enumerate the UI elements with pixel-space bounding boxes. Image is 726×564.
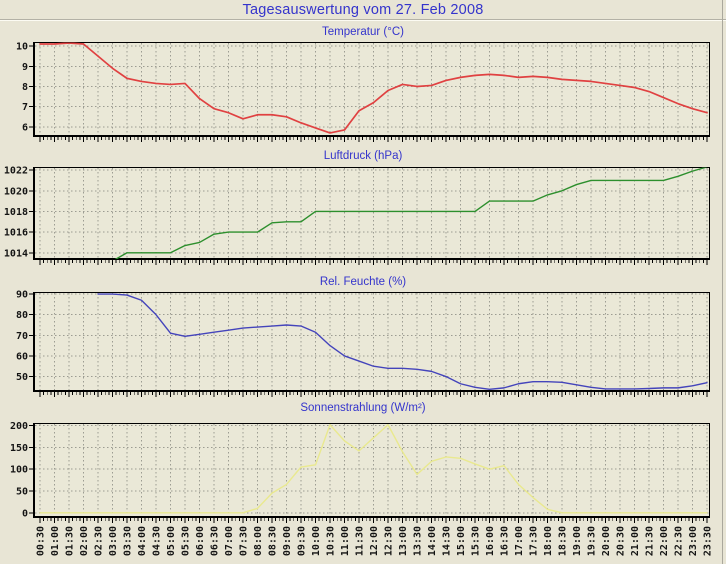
svg-text:23:30: 23:30 — [703, 526, 714, 556]
svg-text:14:00: 14:00 — [427, 526, 438, 556]
svg-text:1020: 1020 — [4, 186, 28, 197]
svg-text:11:30: 11:30 — [355, 526, 366, 556]
svg-text:6: 6 — [22, 122, 28, 133]
solar-chart-title: Sonnenstrahlung (W/m²) — [300, 402, 426, 414]
svg-text:1016: 1016 — [4, 228, 28, 239]
svg-text:70: 70 — [16, 331, 28, 342]
svg-text:100: 100 — [10, 465, 28, 476]
svg-text:0: 0 — [22, 508, 28, 519]
svg-text:20:00: 20:00 — [601, 526, 612, 556]
svg-text:16:30: 16:30 — [500, 526, 511, 556]
svg-text:06:00: 06:00 — [195, 526, 206, 556]
pressure-plot: 1014 1016 1018 1020 1022 — [4, 166, 710, 265]
humidity-chart-title: Rel. Feuchte (%) — [319, 276, 407, 288]
svg-text:03:00: 03:00 — [108, 526, 119, 556]
svg-text:14:30: 14:30 — [442, 526, 453, 556]
svg-text:09:00: 09:00 — [282, 526, 293, 556]
svg-text:22:00: 22:00 — [659, 526, 670, 556]
svg-text:09:30: 09:30 — [297, 526, 308, 556]
svg-text:90: 90 — [16, 290, 28, 301]
svg-text:02:30: 02:30 — [94, 526, 105, 556]
svg-text:11:00: 11:00 — [340, 526, 351, 556]
svg-text:60: 60 — [16, 351, 28, 362]
svg-text:19:00: 19:00 — [572, 526, 583, 556]
svg-text:01:00: 01:00 — [50, 526, 61, 556]
svg-text:08:00: 08:00 — [253, 526, 264, 556]
svg-text:19:30: 19:30 — [587, 526, 598, 556]
svg-text:17:00: 17:00 — [514, 526, 525, 556]
svg-text:22:30: 22:30 — [674, 526, 685, 556]
svg-text:10: 10 — [16, 42, 28, 53]
svg-text:07:00: 07:00 — [224, 526, 235, 556]
right-edge-line — [722, 0, 723, 564]
humidity-plot: 50 60 70 80 90 — [16, 290, 710, 397]
svg-text:1018: 1018 — [4, 207, 28, 218]
svg-text:16:00: 16:00 — [485, 526, 496, 556]
svg-text:02:00: 02:00 — [79, 526, 90, 556]
svg-text:1014: 1014 — [4, 248, 28, 259]
svg-text:06:30: 06:30 — [210, 526, 221, 556]
svg-text:17:30: 17:30 — [529, 526, 540, 556]
temperature-plot: 6 7 8 9 10 — [16, 42, 710, 142]
pressure-chart-title: Luftdruck (hPa) — [323, 150, 403, 162]
svg-text:21:30: 21:30 — [645, 526, 656, 556]
svg-text:10:30: 10:30 — [326, 526, 337, 556]
svg-text:50: 50 — [16, 486, 28, 497]
svg-text:21:00: 21:00 — [630, 526, 641, 556]
svg-text:1022: 1022 — [4, 166, 28, 177]
svg-text:10:00: 10:00 — [311, 526, 322, 556]
svg-text:8: 8 — [22, 82, 28, 93]
page-title: Tagesauswertung vom 27. Feb 2008 — [242, 2, 484, 18]
svg-text:04:30: 04:30 — [152, 526, 163, 556]
svg-text:200: 200 — [10, 421, 28, 432]
x-axis-labels: 00:30 01:00 01:30 02:00 02:30 03:00 03:30 04:00… — [36, 526, 714, 556]
solar-plot: 0 50 100 150 200 — [10, 421, 710, 523]
svg-text:05:00: 05:00 — [166, 526, 177, 556]
svg-text:13:00: 13:00 — [398, 526, 409, 556]
svg-text:00:30: 00:30 — [36, 526, 47, 556]
svg-text:23:00: 23:00 — [688, 526, 699, 556]
svg-text:07:30: 07:30 — [239, 526, 250, 556]
svg-text:15:00: 15:00 — [456, 526, 467, 556]
svg-text:04:00: 04:00 — [137, 526, 148, 556]
svg-text:9: 9 — [22, 62, 28, 73]
svg-text:150: 150 — [10, 443, 28, 454]
svg-text:80: 80 — [16, 310, 28, 321]
svg-text:13:30: 13:30 — [413, 526, 424, 556]
svg-text:12:30: 12:30 — [384, 526, 395, 556]
svg-text:12:00: 12:00 — [369, 526, 380, 556]
temperature-chart-title: Temperatur (°C) — [322, 26, 404, 38]
svg-text:01:30: 01:30 — [65, 526, 76, 556]
svg-text:7: 7 — [22, 102, 28, 113]
svg-text:05:30: 05:30 — [181, 526, 192, 556]
svg-text:20:30: 20:30 — [616, 526, 627, 556]
svg-text:50: 50 — [16, 372, 28, 383]
title-separator — [0, 19, 726, 21]
svg-text:18:30: 18:30 — [558, 526, 569, 556]
svg-text:18:00: 18:00 — [543, 526, 554, 556]
svg-text:03:30: 03:30 — [123, 526, 134, 556]
svg-text:15:30: 15:30 — [471, 526, 482, 556]
svg-text:08:30: 08:30 — [268, 526, 279, 556]
